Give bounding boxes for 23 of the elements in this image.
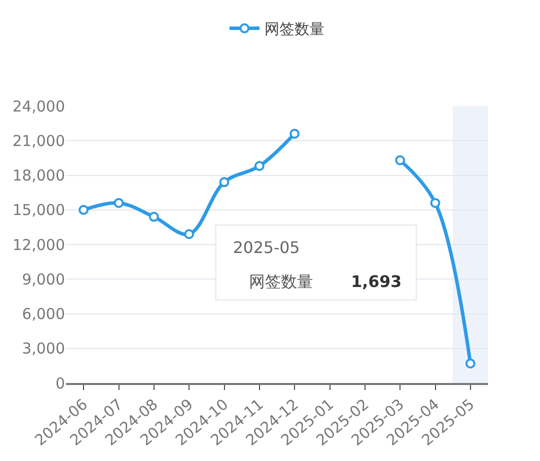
point xyxy=(184,229,194,240)
y-tick-label: 18,000 xyxy=(12,166,65,184)
point xyxy=(114,198,124,208)
point xyxy=(290,128,300,139)
y-tick-label: 6,000 xyxy=(22,305,65,323)
y-tick-label: 21,000 xyxy=(12,132,65,150)
y-tick-label: 3,000 xyxy=(22,340,65,358)
point xyxy=(78,204,89,215)
y-tick-label: 0 xyxy=(55,374,65,392)
point xyxy=(254,161,264,172)
legend-label: 网签数量 xyxy=(264,20,324,38)
y-tick-label: 9,000 xyxy=(22,270,65,288)
point xyxy=(430,198,440,208)
annotation: 2025-05 xyxy=(233,238,300,257)
annotation: 网签数量 xyxy=(249,272,313,291)
y-tick-label: 24,000 xyxy=(12,97,65,116)
point xyxy=(395,155,406,166)
point xyxy=(465,358,476,368)
annotation: 1,693 xyxy=(351,272,402,291)
point xyxy=(219,177,230,188)
point xyxy=(148,212,159,222)
y-tick-label: 15,000 xyxy=(12,201,65,220)
y-tick-label: 12,000 xyxy=(12,236,65,254)
